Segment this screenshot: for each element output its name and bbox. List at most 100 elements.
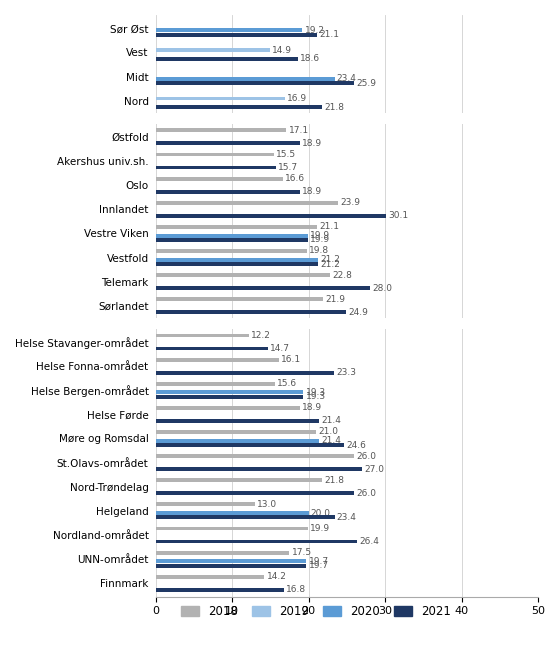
Bar — [156, 358, 279, 362]
Text: 13.0: 13.0 — [257, 500, 277, 509]
Text: 19.2: 19.2 — [305, 26, 325, 35]
Bar — [156, 318, 538, 329]
Text: 24.9: 24.9 — [348, 308, 368, 317]
Text: 16.8: 16.8 — [286, 585, 306, 594]
Text: 24.6: 24.6 — [346, 440, 366, 449]
Text: 18.6: 18.6 — [300, 54, 320, 63]
Bar — [156, 467, 362, 471]
Bar — [156, 48, 269, 52]
Bar — [156, 391, 303, 395]
Text: 14.9: 14.9 — [272, 46, 292, 55]
Text: 16.1: 16.1 — [281, 355, 301, 364]
Bar — [156, 297, 323, 301]
Text: 21.1: 21.1 — [319, 30, 339, 40]
Bar — [156, 511, 309, 515]
Bar — [156, 96, 285, 100]
Bar — [156, 430, 316, 434]
Text: 19.7: 19.7 — [309, 561, 329, 570]
Bar — [156, 443, 344, 447]
Bar — [156, 540, 357, 543]
Bar — [156, 57, 298, 61]
Text: 12.2: 12.2 — [251, 331, 271, 340]
Bar — [156, 491, 354, 495]
Bar — [156, 527, 308, 531]
Bar — [156, 166, 276, 170]
Text: 15.5: 15.5 — [277, 150, 297, 159]
Text: 19.9: 19.9 — [310, 236, 330, 244]
Text: 27.0: 27.0 — [365, 465, 384, 474]
Text: 21.4: 21.4 — [321, 416, 342, 426]
Text: 20.0: 20.0 — [311, 509, 331, 517]
Text: 23.9: 23.9 — [340, 198, 361, 207]
Bar — [156, 575, 264, 579]
Text: 26.0: 26.0 — [357, 489, 377, 498]
Bar — [156, 502, 255, 506]
Text: 19.8: 19.8 — [309, 246, 329, 255]
Text: 28.0: 28.0 — [372, 284, 392, 292]
Bar — [156, 310, 346, 314]
Text: 21.1: 21.1 — [319, 222, 339, 232]
Bar — [156, 333, 249, 337]
Text: 19.3: 19.3 — [306, 388, 325, 397]
Text: 23.3: 23.3 — [336, 368, 356, 377]
Text: 18.9: 18.9 — [302, 187, 323, 196]
Text: 21.8: 21.8 — [325, 103, 344, 112]
Text: 21.9: 21.9 — [325, 295, 346, 304]
Bar — [156, 478, 323, 482]
Bar — [156, 201, 338, 205]
Bar — [156, 189, 300, 193]
Text: 19.9: 19.9 — [310, 524, 330, 533]
Text: 23.4: 23.4 — [337, 74, 357, 83]
Text: 23.4: 23.4 — [337, 513, 357, 522]
Legend: 2018, 2019, 2020, 2021: 2018, 2019, 2020, 2021 — [176, 600, 456, 622]
Bar — [156, 395, 303, 399]
Bar — [156, 234, 308, 238]
Text: 19.3: 19.3 — [306, 392, 325, 401]
Bar — [156, 419, 319, 423]
Text: 21.4: 21.4 — [321, 436, 342, 445]
Bar — [156, 214, 386, 218]
Bar — [156, 238, 308, 242]
Text: 16.9: 16.9 — [287, 94, 307, 103]
Bar — [156, 564, 306, 568]
Text: 18.9: 18.9 — [302, 403, 323, 412]
Text: 15.6: 15.6 — [277, 379, 297, 388]
Bar — [156, 454, 354, 458]
Text: 15.7: 15.7 — [278, 163, 298, 172]
Text: 21.2: 21.2 — [320, 259, 340, 269]
Bar — [156, 286, 370, 290]
Bar — [156, 262, 318, 266]
Bar — [156, 588, 284, 592]
Bar — [156, 381, 275, 385]
Bar — [156, 77, 334, 81]
Text: 22.8: 22.8 — [332, 271, 352, 280]
Bar — [156, 28, 302, 32]
Text: 26.0: 26.0 — [357, 451, 377, 461]
Bar — [156, 152, 274, 156]
Bar — [156, 141, 300, 145]
Bar — [156, 371, 334, 375]
Text: 17.5: 17.5 — [292, 548, 312, 557]
Text: 26.4: 26.4 — [360, 537, 380, 546]
Bar — [156, 105, 323, 109]
Text: 14.7: 14.7 — [270, 344, 290, 353]
Bar — [156, 225, 317, 229]
Bar — [156, 273, 330, 277]
Bar — [156, 81, 354, 85]
Bar — [156, 515, 334, 519]
Bar — [156, 550, 290, 554]
Text: 18.9: 18.9 — [302, 139, 323, 148]
Text: 21.2: 21.2 — [320, 255, 340, 264]
Text: 16.6: 16.6 — [285, 174, 305, 183]
Bar — [156, 249, 307, 253]
Text: 19.7: 19.7 — [309, 557, 329, 566]
Text: 19.9: 19.9 — [310, 231, 330, 240]
Bar — [156, 560, 306, 563]
Bar — [156, 129, 286, 132]
Bar — [156, 114, 538, 124]
Text: 25.9: 25.9 — [356, 79, 376, 88]
Text: 21.8: 21.8 — [325, 476, 344, 484]
Text: 14.2: 14.2 — [267, 572, 286, 581]
Text: 21.0: 21.0 — [319, 428, 338, 436]
Text: 30.1: 30.1 — [388, 211, 408, 220]
